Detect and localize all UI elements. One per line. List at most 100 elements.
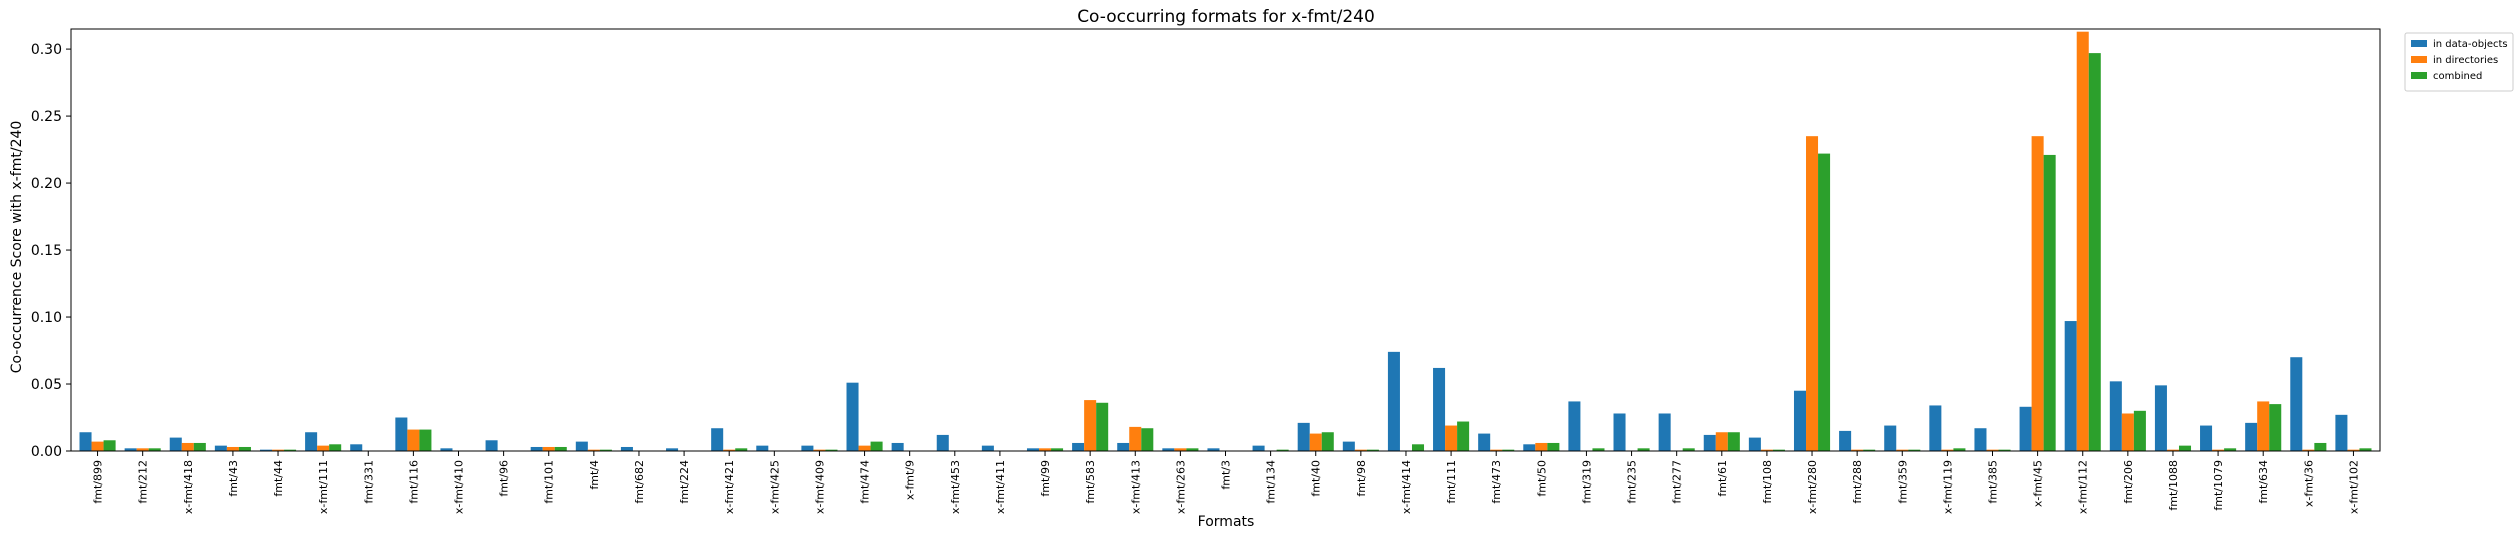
bar-fmt-1079-1 bbox=[2200, 425, 2213, 451]
x-tick-label: x-fmt/413 bbox=[1129, 460, 1142, 514]
bar-x-fmt-111-3 bbox=[329, 444, 342, 451]
x-tick-label: fmt/359 bbox=[1896, 460, 1909, 504]
bar-fmt-98-1 bbox=[1342, 441, 1355, 451]
bar-fmt-235-1 bbox=[1613, 413, 1626, 451]
x-tick-label: x-fmt/36 bbox=[2302, 460, 2315, 507]
bar-fmt-1079-2 bbox=[2212, 449, 2225, 451]
x-tick-label: fmt/474 bbox=[859, 460, 872, 504]
bar-x-fmt-413-1 bbox=[1117, 442, 1130, 451]
bar-fmt-61-2 bbox=[1715, 432, 1728, 451]
bar-fmt-206-2 bbox=[2121, 413, 2134, 451]
bar-fmt-206-1 bbox=[2109, 381, 2122, 451]
bar-fmt-634-1 bbox=[2245, 422, 2258, 451]
bar-fmt-108-1 bbox=[1748, 437, 1761, 451]
x-tick-label: fmt/288 bbox=[1851, 460, 1864, 504]
x-tick-label: fmt/634 bbox=[2257, 460, 2270, 504]
bar-fmt-44-2 bbox=[272, 449, 285, 451]
bar-fmt-111-3 bbox=[1457, 421, 1470, 451]
x-tick-label: x-fmt/263 bbox=[1174, 460, 1187, 514]
bar-fmt-1088-1 bbox=[2154, 385, 2167, 451]
bar-fmt-212-1 bbox=[124, 448, 137, 451]
bar-fmt-50-3 bbox=[1547, 442, 1560, 451]
bar-x-fmt-409-1 bbox=[801, 445, 814, 451]
bar-fmt-359-1 bbox=[1884, 425, 1897, 451]
bar-x-fmt-36-2 bbox=[2302, 449, 2315, 451]
x-tick-label: fmt/224 bbox=[678, 460, 691, 504]
bar-fmt-108-3 bbox=[1772, 449, 1785, 451]
x-tick-label: x-fmt/112 bbox=[2077, 460, 2090, 514]
x-tick-label: fmt/385 bbox=[1987, 460, 2000, 504]
bar-fmt-288-3 bbox=[1863, 449, 1876, 451]
y-tick-label: 0.30 bbox=[31, 42, 62, 58]
bar-fmt-96-1 bbox=[485, 440, 498, 451]
bar-x-fmt-418-3 bbox=[193, 442, 206, 451]
bar-x-fmt-111-2 bbox=[317, 445, 330, 451]
x-tick-label: x-fmt/411 bbox=[994, 460, 1007, 514]
x-tick-label: x-fmt/418 bbox=[182, 460, 195, 514]
bar-fmt-99-3 bbox=[1051, 448, 1064, 451]
bar-x-fmt-102-3 bbox=[2359, 448, 2372, 451]
bar-fmt-40-3 bbox=[1321, 432, 1334, 451]
plot-area: 0.00 0.05 0.10 0.15 0.20 0.25 0.30 fmt/899 fmt/2… bbox=[31, 28, 2381, 514]
x-axis-label: Formats bbox=[1198, 514, 1255, 530]
bar-x-fmt-421-2 bbox=[723, 449, 736, 451]
bar-fmt-134-1 bbox=[1252, 445, 1265, 451]
x-tick-label: x-fmt/45 bbox=[2032, 460, 2045, 507]
bar-fmt-99-2 bbox=[1039, 448, 1052, 451]
y-tick-label: 0.15 bbox=[31, 243, 62, 259]
x-tick-label: fmt/206 bbox=[2122, 460, 2135, 504]
x-tick-label: fmt/4 bbox=[588, 460, 601, 490]
bar-fmt-331-1 bbox=[350, 444, 363, 451]
x-tick-label: fmt/682 bbox=[633, 460, 646, 504]
bar-fmt-212-2 bbox=[136, 448, 149, 451]
bar-fmt-1079-3 bbox=[2224, 448, 2237, 451]
bar-fmt-682-1 bbox=[620, 446, 633, 451]
bar-x-fmt-102-1 bbox=[2335, 414, 2348, 451]
bar-fmt-288-1 bbox=[1839, 430, 1852, 451]
bar-fmt-98-2 bbox=[1354, 449, 1367, 451]
bar-fmt-4-3 bbox=[599, 449, 612, 451]
bar-fmt-385-1 bbox=[1974, 428, 1987, 451]
series-combined bbox=[103, 53, 2372, 452]
bar-fmt-108-2 bbox=[1760, 449, 1773, 451]
bar-fmt-99-1 bbox=[1026, 448, 1040, 451]
bar-fmt-235-3 bbox=[1637, 448, 1650, 451]
bar-fmt-40-1 bbox=[1297, 422, 1310, 451]
bar-x-fmt-409-3 bbox=[825, 449, 838, 451]
bar-x-fmt-119-2 bbox=[1941, 449, 1954, 451]
y-axis-label: Co-occurrence Score with x-fmt/240 bbox=[9, 121, 25, 374]
x-tick-label: x-fmt/9 bbox=[904, 460, 917, 500]
bar-fmt-101-3 bbox=[554, 446, 567, 451]
series-in-data-objects bbox=[79, 321, 2348, 451]
y-tick-label: 0.25 bbox=[31, 109, 62, 125]
x-tick-label: x-fmt/102 bbox=[2347, 460, 2360, 514]
x-tick-label: x-fmt/409 bbox=[813, 460, 826, 514]
legend-swatch bbox=[2411, 72, 2427, 79]
bar-fmt-385-2 bbox=[1986, 449, 1999, 451]
bar-x-fmt-418-1 bbox=[169, 437, 182, 451]
bar-x-fmt-418-2 bbox=[181, 442, 194, 451]
x-tick-label: x-fmt/119 bbox=[1941, 460, 1954, 514]
legend-swatch bbox=[2411, 56, 2427, 63]
bar-x-fmt-280-1 bbox=[1793, 390, 1807, 451]
bar-fmt-50-2 bbox=[1535, 442, 1548, 451]
bar-fmt-50-1 bbox=[1523, 444, 1536, 451]
bar-fmt-40-2 bbox=[1309, 433, 1322, 451]
bar-x-fmt-263-1 bbox=[1162, 448, 1175, 451]
bar-x-fmt-280-2 bbox=[1806, 136, 1819, 452]
bar-fmt-43-2 bbox=[226, 446, 239, 451]
x-tick-label: x-fmt/414 bbox=[1400, 460, 1413, 514]
bar-fmt-634-3 bbox=[2269, 404, 2282, 451]
bar-fmt-212-3 bbox=[148, 448, 161, 451]
bar-fmt-359-2 bbox=[1896, 449, 1909, 451]
bar-x-fmt-36-3 bbox=[2314, 442, 2327, 451]
bar-x-fmt-411-1 bbox=[981, 445, 994, 451]
bar-fmt-634-2 bbox=[2257, 401, 2270, 451]
bar-x-fmt-421-1 bbox=[711, 428, 724, 451]
x-tick-label: fmt/40 bbox=[1310, 460, 1323, 497]
x-tick-label: x-fmt/280 bbox=[1806, 460, 1819, 514]
bar-fmt-44-3 bbox=[284, 449, 297, 451]
bar-fmt-116-1 bbox=[395, 417, 408, 451]
bar-x-fmt-45-3 bbox=[2043, 154, 2056, 451]
